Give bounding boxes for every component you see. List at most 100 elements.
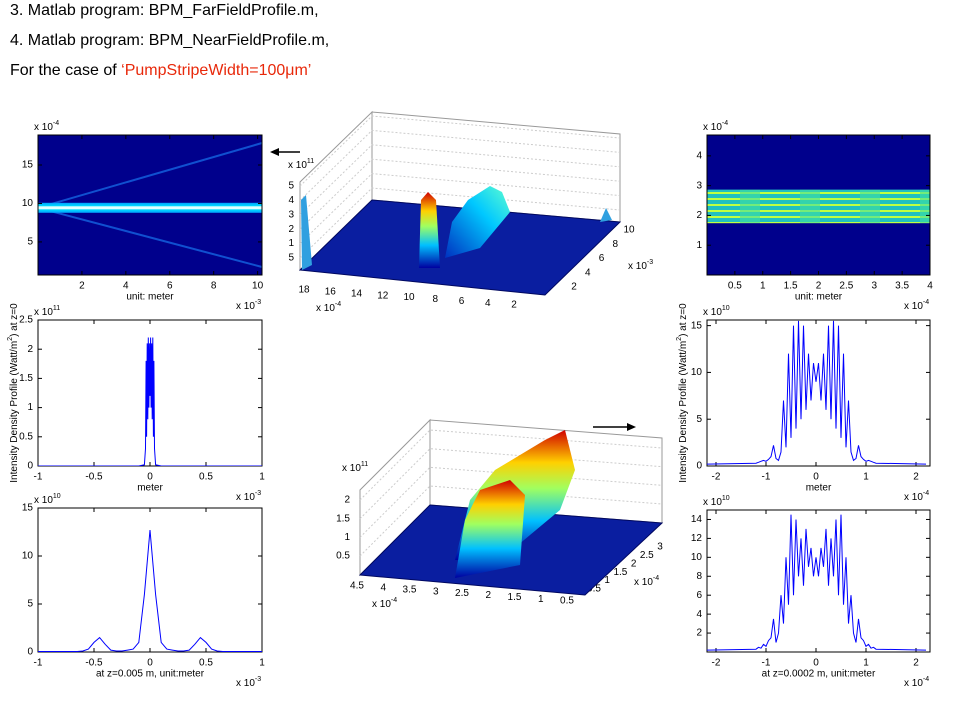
profile-line xyxy=(38,530,262,652)
z-tick-label: 1 xyxy=(288,238,294,249)
x-axis-label: unit: meter xyxy=(126,292,174,303)
y-tick-label: 4 xyxy=(696,150,702,161)
surface-edge xyxy=(600,208,612,222)
y-tick-label: 1 xyxy=(696,240,702,251)
y-label-part: 2 xyxy=(676,337,683,341)
tick-label: 2.5 xyxy=(455,588,469,599)
heatmap-band xyxy=(707,189,930,224)
tick-label: 16 xyxy=(325,287,337,298)
x-tick-label: 0 xyxy=(147,472,153,483)
axis-multiplier: x 10-4 xyxy=(904,299,929,312)
grid-line xyxy=(299,129,621,201)
tick-label: 2 xyxy=(511,300,517,311)
multiplier-base: x 10 xyxy=(288,160,307,171)
y-label-part: ) at z=0 xyxy=(678,303,689,337)
z-tick-label: 1 xyxy=(344,532,350,543)
y-tick-label: 2 xyxy=(696,210,702,221)
multiplier-exp: -4 xyxy=(722,120,728,127)
y-tick-label: 15 xyxy=(22,160,34,171)
multiplier-exp: -3 xyxy=(255,490,261,497)
x-tick-label: 1 xyxy=(863,472,869,483)
grid-line xyxy=(359,429,663,501)
grid-line xyxy=(299,115,621,187)
axis-multiplier: x 10-4 xyxy=(634,575,659,588)
surface-ridge xyxy=(445,186,510,258)
multiplier-base: x 10 xyxy=(904,492,923,503)
multiplier-exp: -4 xyxy=(335,301,341,308)
plot-frame xyxy=(706,319,931,467)
multiplier-base: x 10 xyxy=(34,495,53,506)
x-tick-label: 0 xyxy=(813,472,819,483)
grid-line xyxy=(359,466,663,538)
multiplier-exp: -3 xyxy=(647,259,653,266)
x-tick-label: 0.5 xyxy=(199,658,213,669)
y-tick-label: 5 xyxy=(27,599,33,610)
multiplier-exp: 10 xyxy=(722,495,730,502)
axis-multiplier: x 10-4 xyxy=(904,490,929,503)
x-tick-label: -1 xyxy=(34,472,43,483)
tick-label: 2 xyxy=(631,558,637,569)
header-line: For the case of ‘PumpStripeWidth=100μm’ xyxy=(10,62,311,80)
multiplier-exp: -4 xyxy=(923,676,929,683)
multiplier-exp: -3 xyxy=(255,299,261,306)
tick-label: 10 xyxy=(623,225,635,236)
x-tick-label: -1 xyxy=(762,472,771,483)
tick-label: 1.5 xyxy=(508,592,522,603)
multiplier-base: x 10 xyxy=(372,599,391,610)
header-line: 4. Matlab program: BPM_NearFieldProfile.… xyxy=(10,32,330,49)
grid-line xyxy=(359,485,663,557)
tick-label: 4 xyxy=(485,298,491,309)
tick-label: 14 xyxy=(351,288,363,299)
tick-label: 2 xyxy=(571,282,577,293)
axis-multiplier: x 1010 xyxy=(703,305,730,318)
x-tick-label: -2 xyxy=(712,472,721,483)
y-tick-label: 10 xyxy=(22,198,34,209)
axis-multiplier: x 10-4 xyxy=(372,597,397,610)
tick-label: 0.5 xyxy=(587,584,601,595)
arrow-head xyxy=(627,423,636,431)
y-axis-label: Intensity Density Profile (Watt/m2) at z… xyxy=(676,303,689,483)
multiplier-exp: -4 xyxy=(391,597,397,604)
y-tick-label: 2 xyxy=(27,344,33,355)
y-label-part: ) at z=0 xyxy=(9,303,20,337)
x-tick-label: 8 xyxy=(211,281,217,292)
multiplier-base: x 10 xyxy=(342,463,361,474)
z-tick-label: 2 xyxy=(344,495,350,506)
x-axis-label: at z=0.005 m, unit:meter xyxy=(96,669,205,680)
multiplier-base: x 10 xyxy=(904,678,923,689)
x-tick-label: 0 xyxy=(147,658,153,669)
tick-label: 18 xyxy=(298,285,310,296)
y-label-part: 2 xyxy=(7,337,14,341)
grid-line xyxy=(299,158,621,230)
y-tick-label: 1.5 xyxy=(19,373,33,384)
y-tick-label: 1 xyxy=(27,402,33,413)
x-tick-label: 4 xyxy=(927,281,933,292)
x-axis-label: meter xyxy=(137,483,163,494)
surface-peak xyxy=(455,480,525,578)
y-tick-label: 12 xyxy=(691,533,703,544)
axis-multiplier: x 10-3 xyxy=(628,259,653,272)
tick-label: 3 xyxy=(433,586,439,597)
z-tick-label: 3 xyxy=(288,209,294,220)
multiplier-base: x 10 xyxy=(34,122,53,133)
heatmap-core xyxy=(38,206,262,210)
x-tick-label: 10 xyxy=(252,281,264,292)
tick-label: 3.5 xyxy=(403,584,417,595)
x-tick-label: 2 xyxy=(816,281,822,292)
z-tick-label: 0.5 xyxy=(336,551,350,562)
multiplier-base: x 10 xyxy=(316,303,335,314)
x-tick-label: -1 xyxy=(34,658,43,669)
y-tick-label: 15 xyxy=(22,503,34,514)
multiplier-exp: -4 xyxy=(653,575,659,582)
axis-multiplier: x 1011 xyxy=(34,305,60,318)
tick-label: 4 xyxy=(585,267,591,278)
x-axis-label: unit: meter xyxy=(795,292,843,303)
plot-frame xyxy=(37,134,263,276)
y-tick-label: 10 xyxy=(691,552,703,563)
axis-multiplier: x 1010 xyxy=(703,495,730,508)
x-tick-label: 1 xyxy=(259,472,265,483)
multiplier-base: x 10 xyxy=(904,301,923,312)
profile-line xyxy=(707,514,927,651)
tick-label: 12 xyxy=(377,290,389,301)
